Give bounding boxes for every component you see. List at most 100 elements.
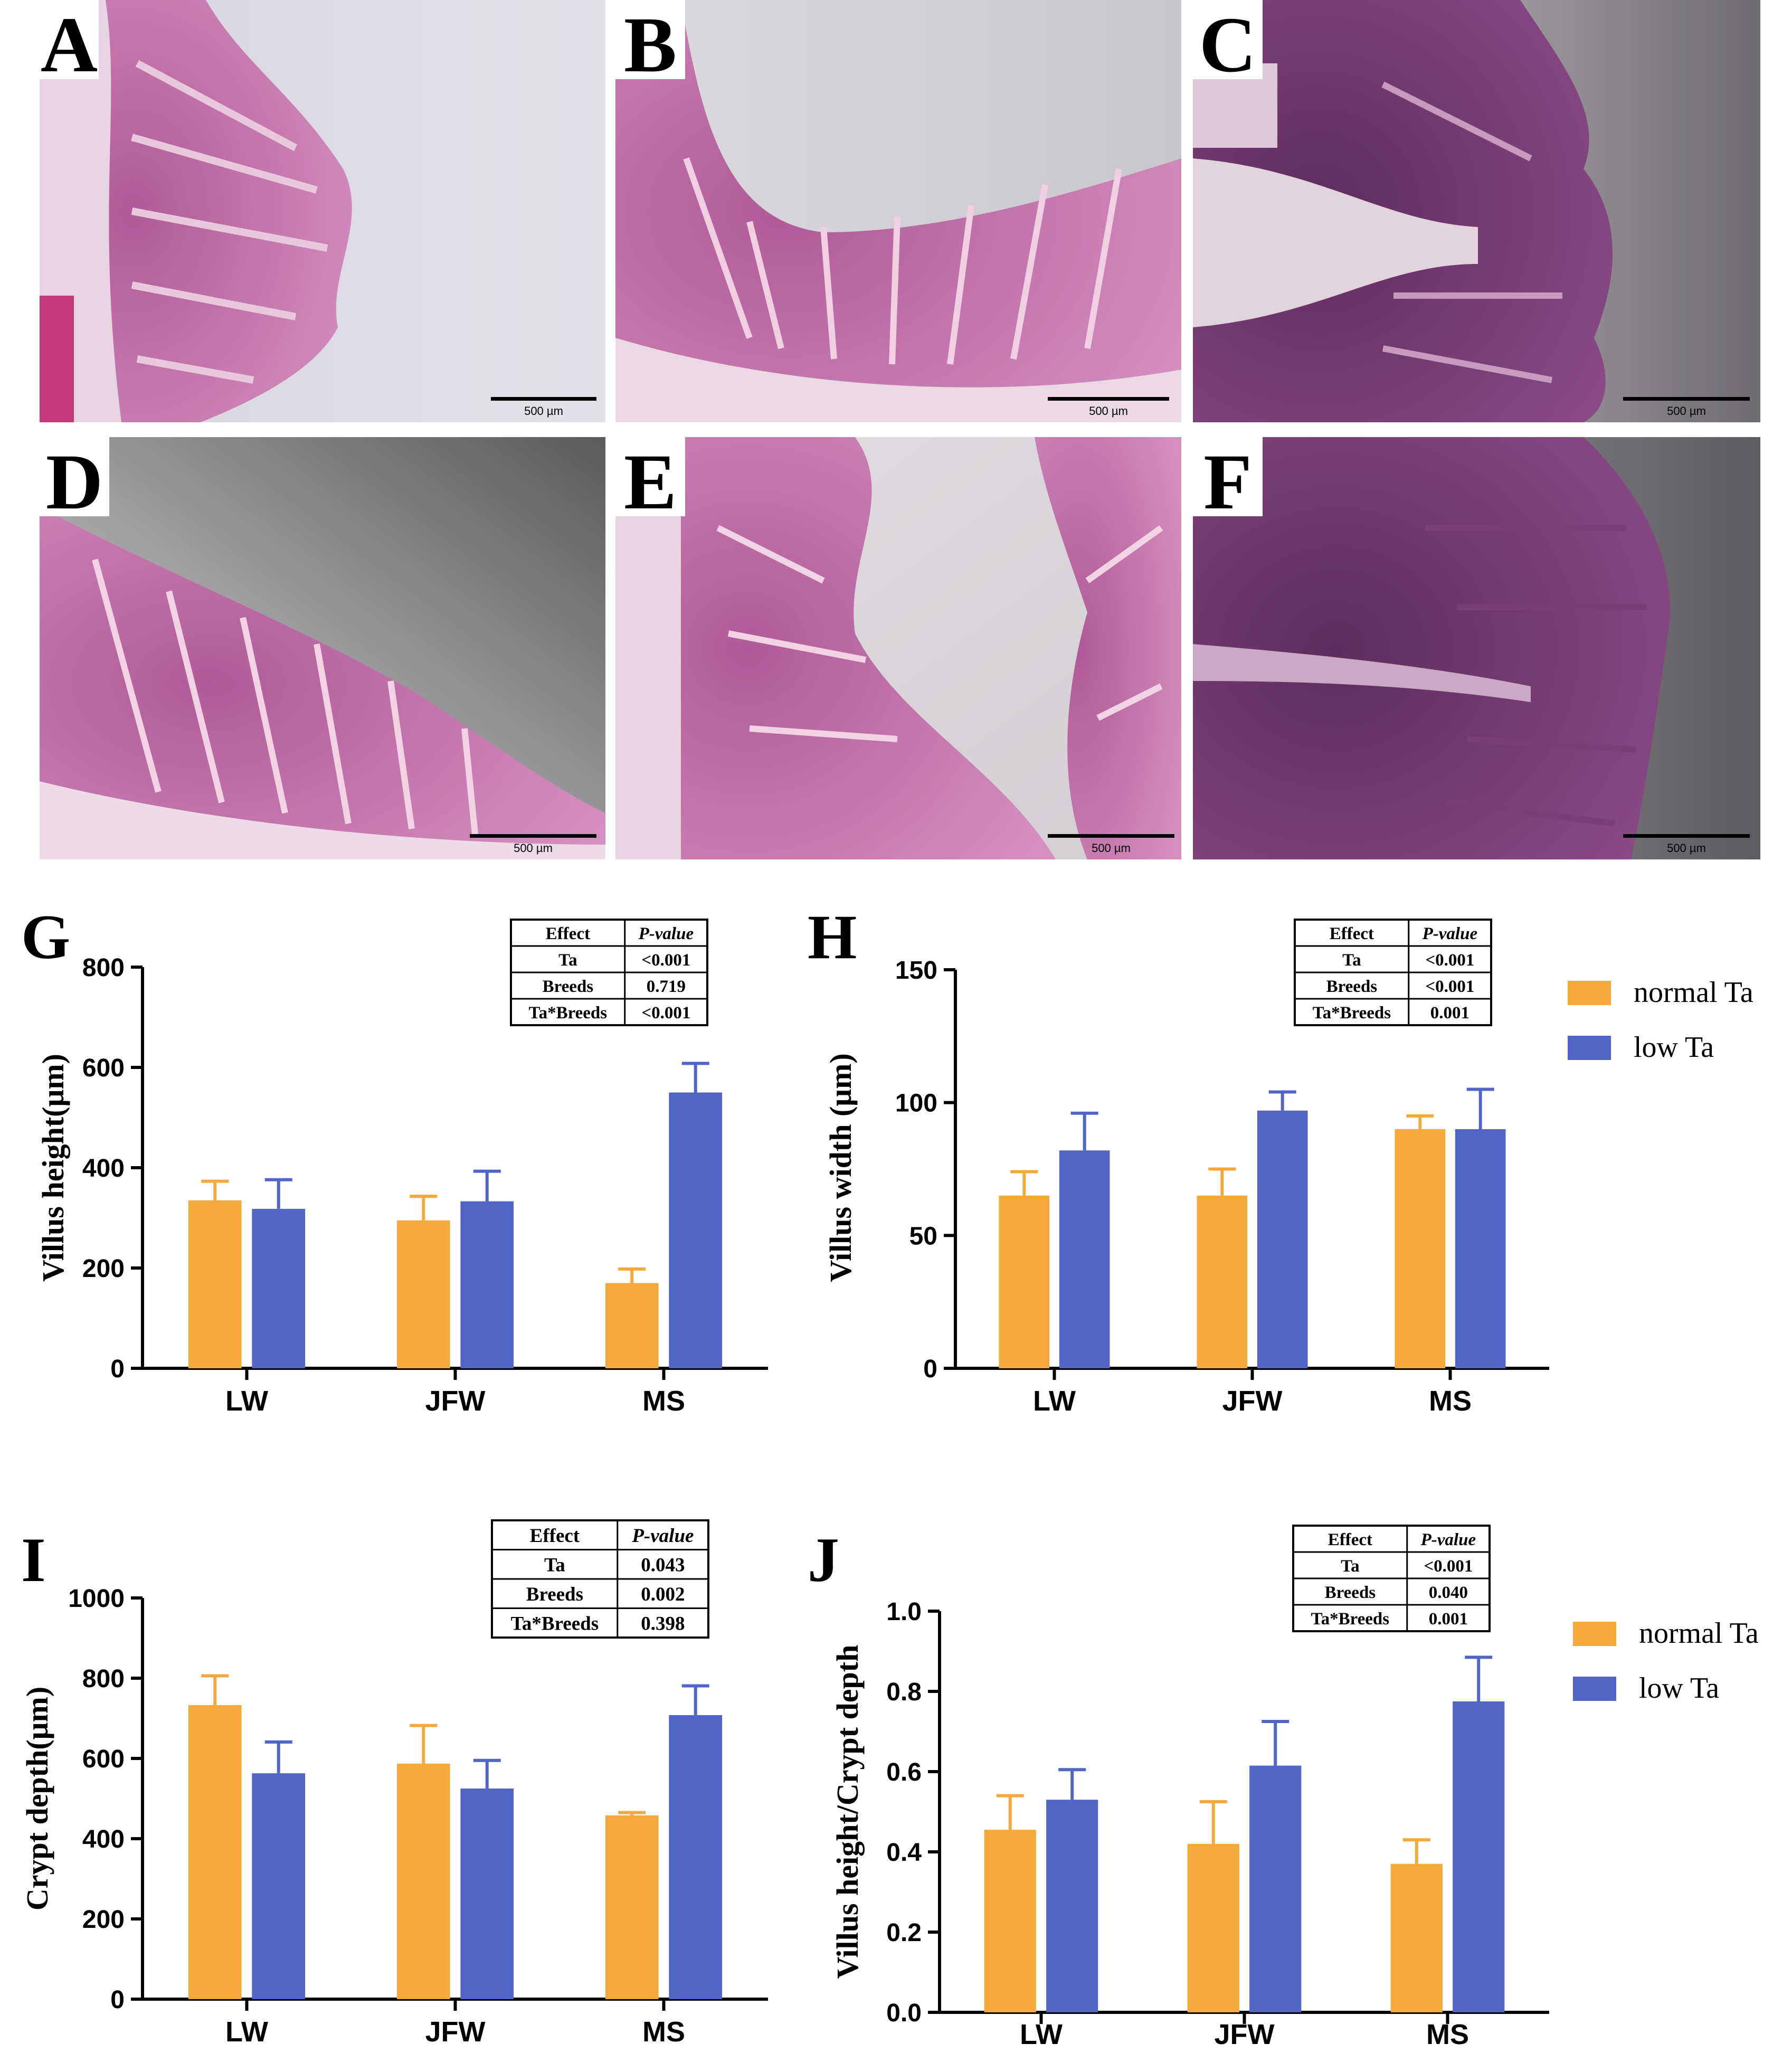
- chart-crypt-depth: I 0 200 400 600 800 1000 Crypt depth(μm) LW JFW MS…: [20, 1519, 768, 2048]
- scale-bar: [491, 397, 596, 401]
- table-cell: 0.002: [641, 1584, 685, 1605]
- panel-letter-B: B: [624, 1, 677, 89]
- legend-swatch-low-ta: [1573, 1677, 1616, 1701]
- table-cell: Effect: [1328, 1530, 1372, 1549]
- panel-letter-i: I: [21, 1525, 46, 1595]
- bar: [396, 1220, 450, 1368]
- bar: [252, 1773, 306, 1999]
- y-tick-label: 0.8: [886, 1678, 922, 1706]
- bar: [460, 1201, 514, 1368]
- table-cell: Ta: [1342, 951, 1361, 970]
- panel-letter-A: A: [41, 1, 98, 89]
- table-cell: Ta: [558, 951, 577, 970]
- micrograph-C: 500 µm C: [1193, 0, 1760, 422]
- table-cell: Ta*Breeds: [529, 1004, 608, 1023]
- table-cell: <0.001: [641, 1004, 690, 1023]
- table-cell: Breeds: [1325, 1583, 1376, 1602]
- bar: [460, 1789, 514, 1999]
- bar: [188, 1705, 242, 1999]
- table-cell: 0.040: [1429, 1583, 1468, 1602]
- table-cell: P-value: [631, 1525, 694, 1547]
- y-axis-label: Villus width (μm): [823, 1053, 858, 1282]
- y-tick-label: 0: [110, 1355, 125, 1383]
- table-cell: 0.001: [1429, 1610, 1468, 1629]
- legend-top: normal Ta low Ta: [1568, 976, 1753, 1064]
- panel-letter-E: E: [624, 438, 677, 526]
- x-tick-label: LW: [1033, 1385, 1076, 1417]
- scale-bar-label: 500 µm: [524, 404, 563, 418]
- panel-letter-C: C: [1199, 1, 1256, 89]
- y-tick-label: 200: [82, 1255, 125, 1283]
- legend-bottom: normal Ta low Ta: [1573, 1617, 1759, 1705]
- y-tick-label: 100: [895, 1090, 937, 1118]
- table-cell: Effect: [1330, 924, 1374, 943]
- micrograph-A: 500 µm A: [40, 0, 605, 422]
- y-tick-label: 1000: [68, 1585, 125, 1613]
- bar: [669, 1715, 723, 1999]
- table-cell: 0.001: [1430, 1004, 1469, 1023]
- y-tick-label: 0.6: [886, 1758, 922, 1786]
- chart-villus-height: G 0 200 400 600 800 Villus height(μm) LW JFW MS Ef…: [21, 902, 768, 1417]
- bar: [605, 1815, 659, 1999]
- x-tick-label: LW: [225, 2016, 268, 2048]
- bar: [999, 1195, 1050, 1368]
- bar: [252, 1208, 306, 1368]
- table-cell: Breeds: [543, 977, 594, 996]
- table-cell: P-value: [638, 924, 694, 943]
- table-cell: <0.001: [641, 951, 690, 970]
- y-tick-label: 0.0: [886, 1999, 922, 2027]
- table-cell: 0.043: [641, 1555, 685, 1576]
- bar: [605, 1283, 659, 1368]
- y-tick-label: 1.0: [886, 1598, 922, 1626]
- micrograph-E: 500 µm E: [615, 437, 1181, 859]
- scale-bar: [470, 834, 596, 838]
- micrograph-B: 500 µm B: [615, 0, 1181, 422]
- x-tick-label: JFW: [425, 2016, 486, 2048]
- table-cell: <0.001: [1425, 951, 1474, 970]
- bar: [188, 1200, 242, 1368]
- table-cell: P-value: [1422, 924, 1477, 943]
- bar: [1249, 1765, 1302, 2012]
- legend-swatch-normal-ta: [1573, 1622, 1616, 1646]
- scale-bar-label: 500 µm: [514, 841, 553, 855]
- y-tick-label: 50: [909, 1222, 937, 1250]
- x-tick-label: LW: [225, 1385, 268, 1417]
- scale-bar-label: 500 µm: [1092, 841, 1131, 855]
- y-tick-label: 400: [82, 1825, 125, 1853]
- panel-letter-g: G: [21, 902, 70, 972]
- bar: [1046, 1800, 1098, 2012]
- table-cell: Ta*Breeds: [1311, 1610, 1390, 1629]
- x-tick-label: MS: [642, 1385, 685, 1417]
- y-tick-label: 0.2: [886, 1919, 922, 1947]
- stats-table: Effect P-value Ta <0.001 Breeds <0.001 Ta*Bree…: [1294, 919, 1492, 1026]
- y-tick-label: 200: [82, 1906, 125, 1934]
- y-tick-label: 0: [923, 1355, 937, 1383]
- bar: [1455, 1129, 1506, 1368]
- y-tick-label: 800: [82, 954, 125, 982]
- table-cell: Ta: [1341, 1557, 1359, 1576]
- panel-letter-D: D: [46, 438, 103, 526]
- panel-letter-F: F: [1203, 438, 1252, 526]
- scale-bar-label: 500 µm: [1667, 841, 1706, 855]
- bar: [1257, 1110, 1308, 1368]
- table-cell: Ta*Breeds: [511, 1613, 599, 1635]
- x-tick-label: LW: [1020, 2019, 1063, 2050]
- micrograph-D: 500 µm D: [40, 437, 605, 859]
- table-cell: Breeds: [526, 1584, 583, 1605]
- y-tick-label: 0: [110, 1986, 125, 2014]
- scale-bar-label: 500 µm: [1089, 404, 1128, 418]
- legend-swatch-normal-ta: [1568, 981, 1611, 1005]
- x-tick-label: JFW: [1215, 2019, 1275, 2050]
- legend-label-normal-ta: normal Ta: [1639, 1617, 1759, 1650]
- y-tick-label: 600: [82, 1054, 125, 1082]
- bar: [396, 1763, 450, 1999]
- y-tick-label: 800: [82, 1665, 125, 1693]
- panel-letter-h: H: [808, 902, 857, 972]
- table-cell: Ta*Breeds: [1313, 1004, 1391, 1023]
- x-tick-label: MS: [642, 2016, 685, 2048]
- stats-table: Effect P-value Ta <0.001 Breeds 0.719 Ta*Breed…: [510, 919, 708, 1026]
- y-tick-label: 0.4: [886, 1839, 922, 1867]
- x-tick-label: MS: [1429, 1385, 1472, 1417]
- scale-bar: [1623, 834, 1750, 838]
